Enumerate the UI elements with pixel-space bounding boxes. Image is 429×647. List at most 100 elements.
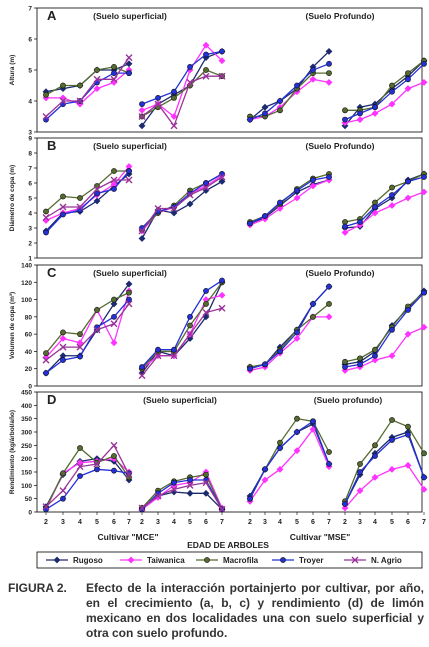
data-point <box>218 173 226 181</box>
data-point <box>60 470 66 477</box>
x-tick-label: 5 <box>188 519 192 526</box>
data-point <box>277 98 283 104</box>
data-point <box>262 466 268 473</box>
data-point <box>93 85 101 93</box>
panel-letter: C <box>47 265 57 280</box>
data-point <box>125 280 133 288</box>
y-tick-label: 200 <box>21 456 32 463</box>
y-tick-label: 4 <box>28 211 32 218</box>
series-taiwanica <box>138 172 226 235</box>
data-point <box>342 358 348 365</box>
data-point <box>76 343 84 351</box>
data-point <box>325 78 333 86</box>
data-point <box>43 370 49 376</box>
data-point <box>111 296 117 303</box>
data-point <box>277 439 283 446</box>
series-line <box>141 75 222 128</box>
group-title-profundo: (Suelo Profundo) <box>306 141 375 151</box>
y-axis-label: Diámetro de copa (m) <box>9 165 16 231</box>
data-point <box>171 346 177 353</box>
series-taiwanica <box>42 455 133 513</box>
y-tick-label: 350 <box>21 416 32 423</box>
data-point <box>420 188 428 196</box>
y-tick-label: 450 <box>21 390 32 397</box>
data-point <box>110 300 118 308</box>
data-point <box>326 60 332 67</box>
data-point <box>371 109 379 117</box>
data-point <box>155 95 161 101</box>
data-point <box>262 110 268 117</box>
series-line <box>249 428 330 502</box>
data-point <box>342 501 348 507</box>
series-line <box>249 63 330 121</box>
data-point <box>138 113 146 120</box>
series-line <box>141 180 223 239</box>
legend-item-troyer: Troyer <box>272 556 323 565</box>
data-point <box>170 113 178 120</box>
data-point <box>389 88 395 95</box>
y-tick-label: 0 <box>28 384 32 391</box>
group-title-superficial: (Suelo superficial) <box>93 11 167 21</box>
x-tick-label: 4 <box>172 519 176 526</box>
series-taiwanica <box>246 313 333 374</box>
data-point <box>389 326 395 333</box>
series-line <box>141 174 223 232</box>
y-tick-label: 6 <box>28 37 32 44</box>
data-point <box>77 445 83 451</box>
data-point <box>310 313 316 320</box>
series-line <box>45 468 130 510</box>
legend-label: Taiwanica <box>147 556 185 565</box>
data-point <box>309 75 317 83</box>
data-point <box>59 94 67 102</box>
y-tick-label: 9 <box>28 136 32 143</box>
x-tick-label: 3 <box>263 519 267 526</box>
data-point <box>405 76 411 83</box>
data-point <box>326 283 332 290</box>
series-rugoso <box>246 47 333 124</box>
series-line <box>249 420 330 499</box>
data-point <box>187 64 193 70</box>
data-point <box>203 288 209 294</box>
data-point <box>262 361 268 368</box>
y-tick-label: 50 <box>25 496 33 503</box>
series-line <box>344 464 425 509</box>
data-point <box>262 213 268 219</box>
data-point <box>325 313 333 321</box>
panel-A: 3 4 5 6 7 Altura (m) A (Suelo superficial) (Suel… <box>9 6 428 137</box>
series-taiwanica <box>341 323 428 374</box>
data-point <box>277 348 283 355</box>
data-point <box>77 331 83 338</box>
data-point <box>111 186 117 192</box>
series-troyer <box>342 289 427 370</box>
y-tick-label: 7 <box>28 166 32 173</box>
data-point <box>404 330 412 338</box>
y-tick-label: 80 <box>25 314 33 321</box>
legend-marker <box>280 557 286 563</box>
group-title-profundo: (Suelo Profundo) <box>306 268 375 278</box>
data-point <box>388 465 396 473</box>
data-point <box>110 176 118 184</box>
data-point <box>293 335 301 342</box>
data-point <box>171 479 177 486</box>
series-troyer <box>247 174 332 227</box>
data-point <box>357 469 363 475</box>
data-point <box>326 449 332 455</box>
y-tick-label: 6 <box>28 181 32 188</box>
data-point <box>202 479 210 487</box>
series-troyer <box>342 60 427 123</box>
data-point <box>154 205 162 212</box>
series-line <box>45 179 129 219</box>
data-point <box>421 289 427 296</box>
y-tick-label: 100 <box>21 483 32 490</box>
data-point <box>93 460 101 468</box>
series-troyer <box>43 466 132 513</box>
series-troyer <box>342 174 427 230</box>
data-point <box>357 355 363 362</box>
x-tick-label: 4 <box>78 519 82 526</box>
data-point <box>76 97 84 105</box>
y-tick-label: 60 <box>25 332 33 339</box>
data-point <box>59 343 67 351</box>
data-point <box>389 437 395 443</box>
data-point <box>138 106 146 114</box>
data-point <box>326 300 332 307</box>
